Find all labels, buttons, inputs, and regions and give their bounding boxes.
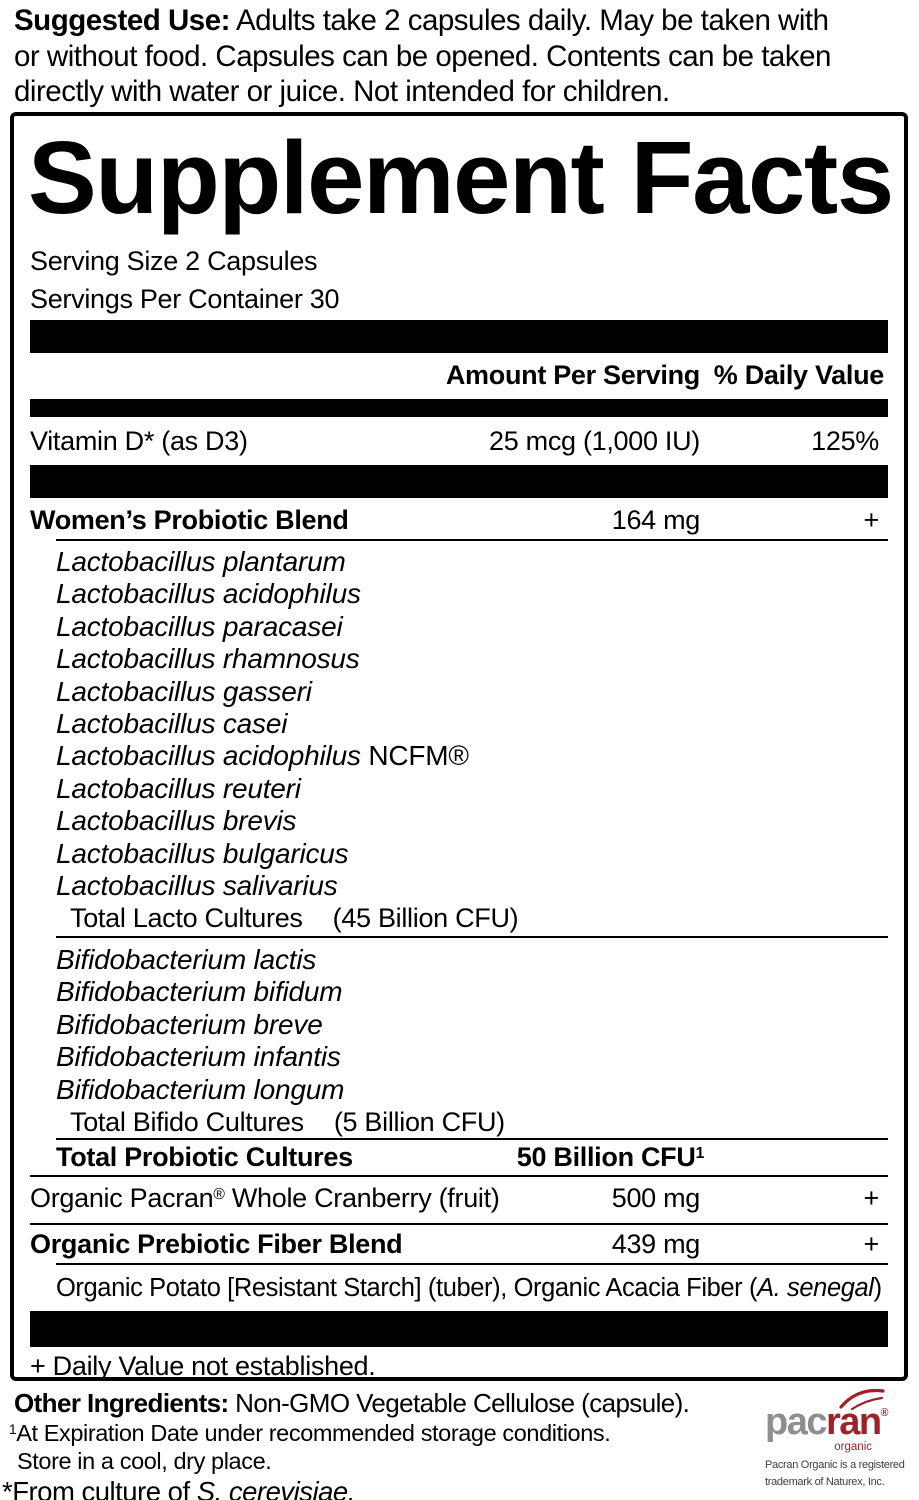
expiration-note: 1At Expiration Date under recommended st… [9,1420,611,1446]
row-fiber-blend: Organic Prebiotic Fiber Blend 439 mg + [30,1230,888,1258]
species-item: Lactobacillus paracasei [56,610,343,642]
cranberry-amount: 500 mg [611,1183,701,1214]
pacran-trademark-note: Pacran Organic is a registered trademark… [765,1459,905,1488]
suggested-use-label: Suggested Use: [14,4,230,37]
serving-size: Serving Size 2 Capsules [30,246,318,276]
species-item: Bifidobacterium bifidum [56,976,343,1008]
total-probiotic-value: 50 Billion CFU1 [516,1142,705,1173]
storage-note: Store in a cool, dry place. [17,1448,272,1474]
suggested-use: Suggested Use: Adults take 2 capsules da… [14,3,831,110]
lacto-species-list: Lactobacillus plantarum Lactobacillus ac… [30,546,888,935]
daily-value-footnote: + Daily Value not established. [30,1351,376,1381]
divider-line [56,1263,888,1266]
cranberry-dv: + [863,1183,880,1214]
divider-bar-thick [30,1311,888,1348]
vitamin-d-dv: 125% [811,426,879,456]
col-daily-value: % Daily Value [713,360,885,390]
species-item: Lactobacillus reuteri [56,772,301,804]
total-probiotic-label: Total Probiotic Cultures [56,1142,353,1173]
suggested-use-line3: directly with water or juice. Not intend… [14,75,670,109]
panel-title: Supplement Facts [28,120,894,235]
species-item: Lactobacillus rhamnosus [56,643,360,675]
cranberry-name: Organic Pacran® Whole Cranberry (fruit) [30,1183,500,1214]
row-probiotic-blend: Women’s Probiotic Blend 164 mg + [30,506,888,534]
divider-line [56,1138,888,1141]
divider-line [30,1223,888,1226]
species-item: Lactobacillus brevis [56,805,297,837]
total-lacto-cultures: Total Lacto Cultures (45 Billion CFU) [70,903,519,934]
species-item: Bifidobacterium infantis [56,1041,341,1073]
row-cranberry: Organic Pacran® Whole Cranberry (fruit) … [30,1184,888,1217]
blend-amount: 164 mg [611,505,701,535]
fiber-dv: + [863,1229,880,1260]
blend-dv: + [863,505,880,535]
divider-line [56,539,888,541]
divider-bar-medium [30,399,888,417]
column-header-row: Amount Per Serving % Daily Value [30,361,888,389]
species-item: Lactobacillus casei [56,708,288,740]
species-item: Lactobacillus acidophilus [56,578,361,610]
suggested-use-line1: Suggested Use: Adults take 2 capsules da… [14,4,829,37]
supplement-facts-panel: Supplement Facts Serving Size 2 Capsules… [10,112,908,1381]
species-item: Lactobacillus plantarum [56,546,346,577]
pacran-logo: pacran® organic Pacran Organic is a regi… [765,1387,905,1491]
species-item: Lactobacillus acidophilus NCFM® [56,740,469,772]
bifido-species-list: Bifidobacterium lactis Bifidobacterium b… [30,944,888,1138]
fiber-name: Organic Prebiotic Fiber Blend [30,1229,403,1260]
other-ingredients: Other Ingredients: Non-GMO Vegetable Cel… [14,1388,690,1418]
species-item: Lactobacillus salivarius [56,870,338,902]
species-item: Bifidobacterium longum [56,1073,345,1105]
row-total-probiotic: Total Probiotic Cultures 50 Billion CFU1 [30,1143,888,1172]
blend-name: Women’s Probiotic Blend [30,505,349,535]
divider-line [56,935,888,938]
culture-note: *From culture of S. cerevisiae. [2,1476,355,1500]
species-item: Bifidobacterium breve [56,1008,323,1040]
col-amount-per-serving: Amount Per Serving [445,360,700,390]
vitamin-d-amount: 25 mcg (1,000 IU) [489,426,700,456]
fiber-amount: 439 mg [611,1229,701,1260]
suggested-use-line2: or without food. Capsules can be opened.… [14,39,831,73]
pacran-swirl-icon [839,1388,885,1410]
species-item: Lactobacillus bulgaricus [56,837,349,869]
species-item: Lactobacillus gasseri [56,675,312,707]
divider-bar-thick [30,465,888,498]
total-bifido-cultures: Total Bifido Cultures (5 Billion CFU) [70,1106,505,1137]
divider-bar-thick [30,320,888,353]
pacran-wordmark: pacran® [765,1401,889,1443]
vitamin-d-name: Vitamin D* (as D3) [30,426,248,456]
fiber-components: Organic Potato [Resistant Starch] (tuber… [56,1274,882,1303]
pacran-organic-label: organic [834,1441,872,1453]
species-item: Bifidobacterium lactis [56,943,317,975]
servings-per-container: Servings Per Container 30 [30,284,340,314]
row-vitamin-d: Vitamin D* (as D3) 25 mcg (1,000 IU) 125… [30,427,888,455]
divider-line [30,1175,888,1178]
